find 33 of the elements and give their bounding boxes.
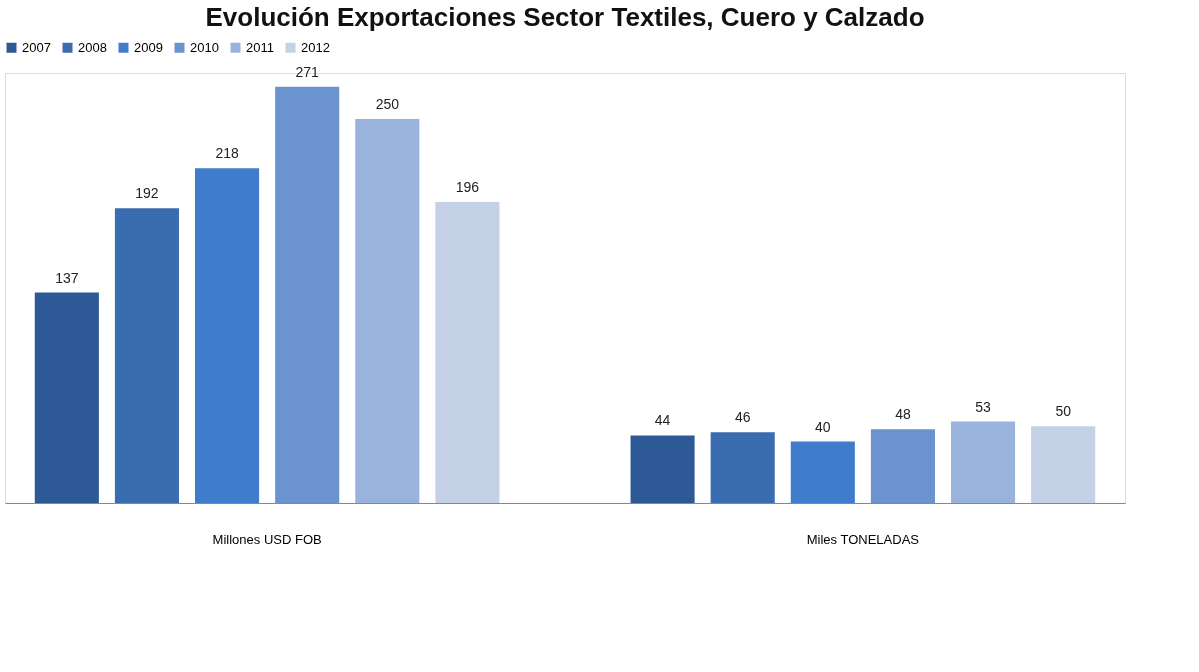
- data-label: 50: [1055, 403, 1072, 420]
- data-label: 48: [895, 406, 911, 423]
- bar: [710, 432, 775, 503]
- data-label: 218: [215, 145, 239, 162]
- data-label: 137: [55, 269, 79, 286]
- legend-label: 2010: [190, 39, 219, 55]
- legend-label: 2012: [301, 39, 330, 55]
- data-label: 40: [815, 418, 831, 435]
- data-label: 192: [135, 185, 159, 202]
- bar: [630, 435, 695, 503]
- data-label: 53: [975, 398, 992, 415]
- legend-label: 2007: [22, 39, 51, 55]
- bar: [870, 429, 935, 503]
- bar: [114, 208, 179, 503]
- data-label: 46: [734, 409, 751, 426]
- bar: [195, 168, 260, 503]
- x-tick-label: Miles TONELADAS: [806, 531, 920, 547]
- data-label: 196: [455, 179, 480, 195]
- bar: [275, 86, 340, 503]
- bar: [435, 202, 500, 503]
- legend-label: 2009: [134, 39, 163, 55]
- bar: [1031, 426, 1096, 503]
- legend-label: 2011: [246, 39, 274, 55]
- bar: [951, 421, 1016, 503]
- chart-title: Evolución Exportaciones Sector Textiles, Cuero y Calzado: [205, 2, 925, 32]
- data-label: 271: [295, 63, 320, 80]
- bar: [34, 292, 99, 503]
- bar: [355, 119, 420, 503]
- legend-label: 2008: [78, 39, 107, 55]
- data-label: 250: [375, 96, 400, 113]
- bar: [790, 441, 855, 503]
- data-label: 44: [654, 412, 671, 429]
- x-tick-label: Millones USD FOB: [212, 531, 322, 547]
